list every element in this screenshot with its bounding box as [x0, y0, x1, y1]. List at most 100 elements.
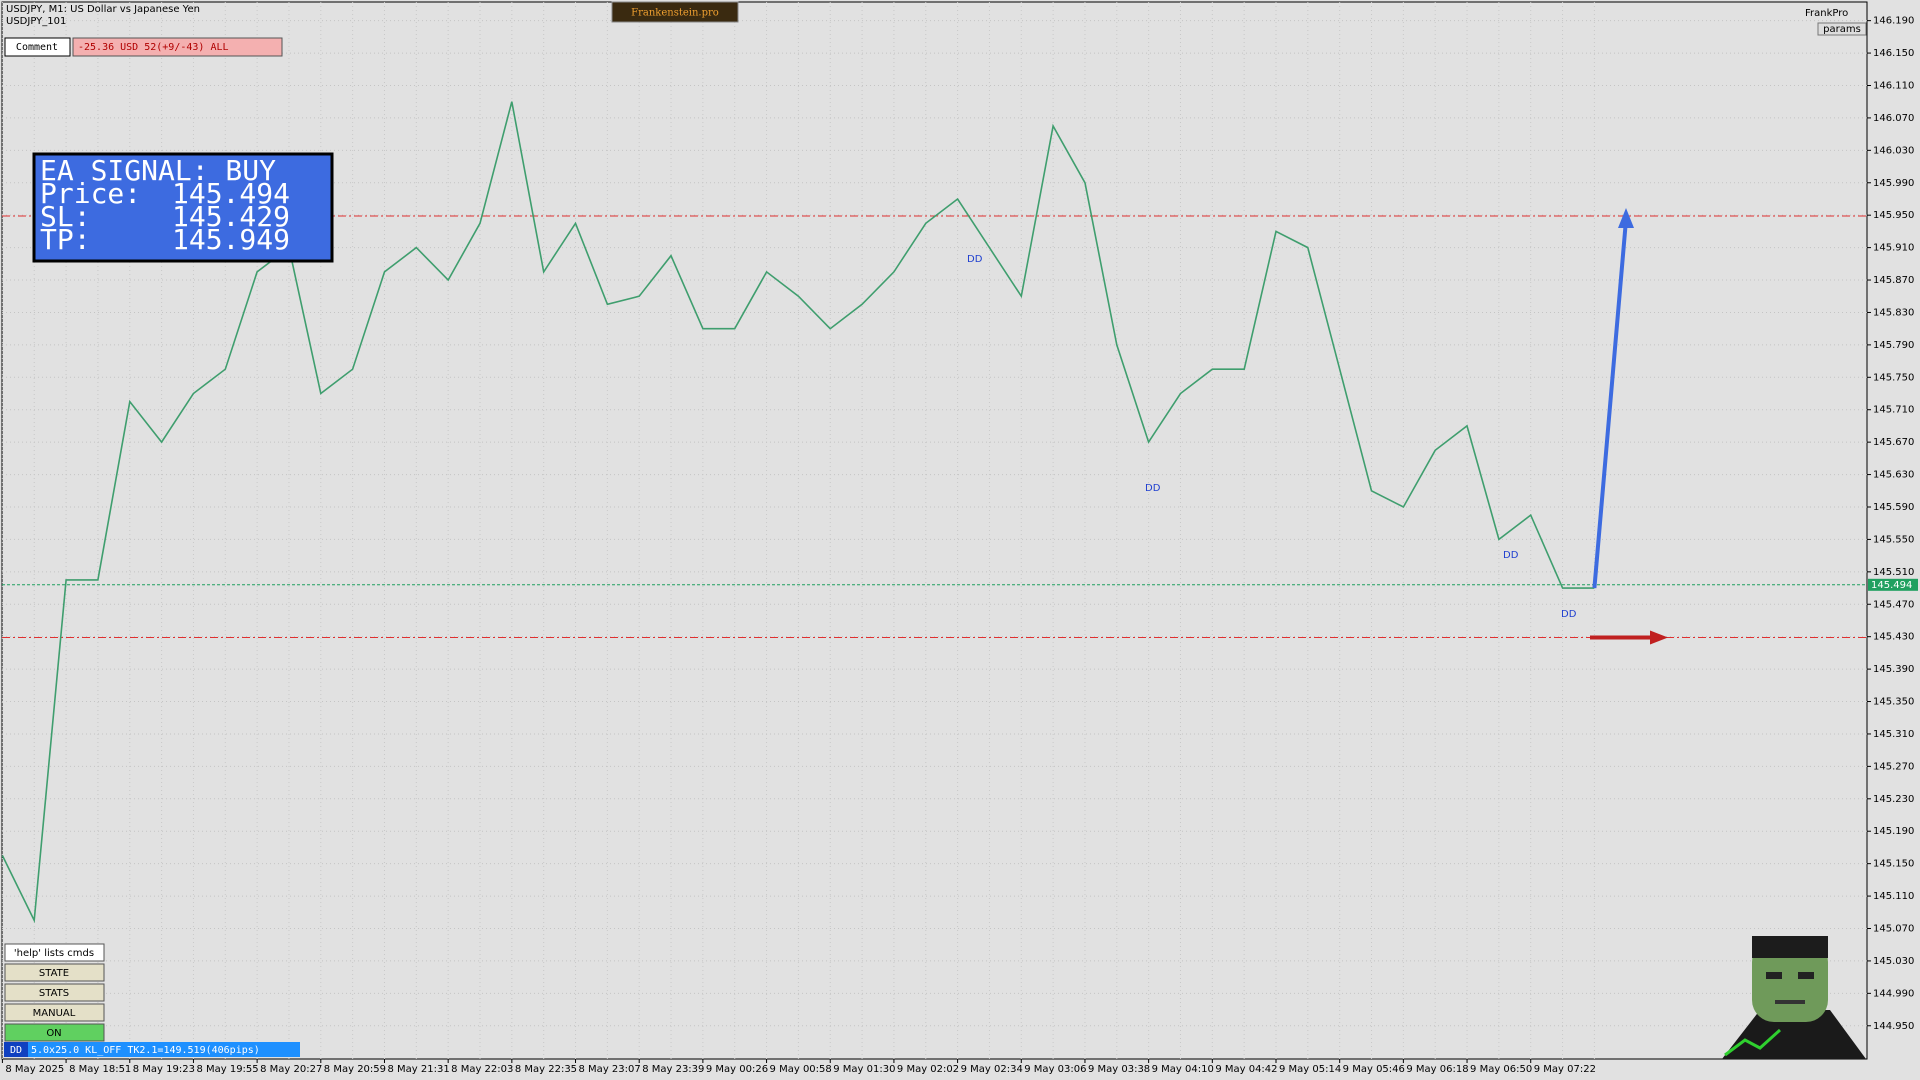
status-box — [28, 1042, 300, 1057]
buy-arrow — [1592, 219, 1628, 589]
y-tick-label: 145.030 — [1873, 956, 1914, 967]
y-tick-label: 146.190 — [1873, 16, 1914, 27]
button-panel: STATE STATS MANUAL ON — [4, 963, 105, 1042]
y-tick-label: 145.590 — [1873, 502, 1914, 513]
price-tag-label: 145.494 — [1871, 580, 1912, 591]
x-tick-label: 8 May 22:35 — [515, 1064, 577, 1075]
y-tick-label: 145.870 — [1873, 275, 1914, 286]
y-tick-label: 145.790 — [1873, 340, 1914, 351]
help: 'help' lists cmds — [14, 948, 94, 959]
comment: -25.36 USD 52(+9/-43) ALL — [78, 42, 229, 53]
x-tick-label: 8 May 23:07 — [579, 1064, 641, 1075]
y-tick-label: 145.110 — [1873, 891, 1914, 902]
dd-annotation: DD — [967, 254, 983, 265]
y-tick-label: 145.510 — [1873, 567, 1914, 578]
chart-title: USDJPY, M1: US Dollar vs Japanese Yen — [6, 4, 200, 15]
y-tick-label: 145.670 — [1873, 437, 1914, 448]
y-tick-label: 146.110 — [1873, 80, 1914, 91]
y-tick-label: 145.430 — [1873, 632, 1914, 643]
y-tick-label: 145.070 — [1873, 923, 1914, 934]
x-tick-label: 9 May 04:42 — [1215, 1064, 1277, 1075]
x-tick-label: 9 May 00:58 — [770, 1064, 832, 1075]
signal-tp-label: TP: — [40, 223, 91, 256]
signal-sl-label: SL: — [40, 200, 91, 233]
price-tag — [1868, 578, 1918, 591]
panel-button-label[interactable]: MANUAL — [33, 1008, 76, 1019]
x-tick-label: 9 May 02:02 — [897, 1064, 959, 1075]
buy-arrow-head — [1618, 207, 1634, 228]
params[interactable]: params — [1823, 24, 1861, 35]
panel-button-label[interactable]: ON — [46, 1028, 61, 1039]
dd-annotation: DD — [1145, 483, 1161, 494]
panel-button[interactable] — [4, 1003, 105, 1022]
y-tick-label: 145.710 — [1873, 405, 1914, 416]
x-tick-label: 8 May 21:31 — [387, 1064, 449, 1075]
user: FrankPro — [1805, 8, 1848, 19]
comment-label-box — [4, 37, 71, 57]
y-tick-label: 145.990 — [1873, 178, 1914, 189]
y-tick-label: 146.070 — [1873, 113, 1914, 124]
y-tick-label: 145.630 — [1873, 470, 1914, 481]
y-tick-label: 146.150 — [1873, 48, 1914, 59]
signal-box — [32, 152, 334, 263]
panel-button-label[interactable]: STATS — [39, 988, 69, 999]
x-tick-label: 9 May 07:22 — [1534, 1064, 1596, 1075]
x-tick-label: 9 May 01:30 — [833, 1064, 895, 1075]
params-button[interactable] — [1817, 22, 1867, 36]
x-tick-label: 9 May 05:46 — [1343, 1064, 1405, 1075]
panel-button[interactable] — [4, 963, 105, 982]
y-tick-label: 145.350 — [1873, 697, 1914, 708]
y-tick-label: 144.950 — [1873, 1021, 1914, 1032]
panel-button-label[interactable]: STATE — [39, 968, 69, 979]
sl-arrow-head — [1650, 630, 1668, 645]
status-tag-box — [4, 1042, 28, 1057]
help-box — [4, 943, 105, 962]
x-tick-label: 8 May 2025 — [5, 1064, 64, 1075]
y-tick-label: 146.030 — [1873, 145, 1914, 156]
signal-sl: 145.429 — [172, 200, 290, 233]
x-tick-label: 9 May 02:34 — [961, 1064, 1023, 1075]
signal-title: EA SIGNAL: BUY — [40, 154, 276, 187]
price-line-series — [1, 101, 1595, 924]
y-tick-label: 145.830 — [1873, 307, 1914, 318]
signal-tp: 145.949 — [172, 223, 290, 256]
dd-annotation: DD — [1503, 550, 1519, 561]
x-tick-label: 8 May 18:51 — [69, 1064, 131, 1075]
chart-subtitle: USDJPY_101 — [6, 16, 66, 27]
x-tick-label: 8 May 20:59 — [324, 1064, 386, 1075]
x-tick-label: 8 May 19:55 — [196, 1064, 258, 1075]
x-tick-label: 9 May 06:50 — [1470, 1064, 1532, 1075]
y-tick-label: 145.270 — [1873, 761, 1914, 772]
brand-box — [611, 1, 739, 23]
status-text: 5.0x25.0 KL_OFF TK2.1=149.519(406pips) — [31, 1045, 260, 1056]
panel-button[interactable] — [4, 983, 105, 1002]
signal-price-label: Price: — [40, 177, 141, 210]
brand: Frankenstein.pro — [631, 8, 719, 19]
y-tick-label: 145.150 — [1873, 859, 1914, 870]
x-tick-label: 8 May 20:27 — [260, 1064, 322, 1075]
x-tick-label: 9 May 06:18 — [1406, 1064, 1468, 1075]
x-tick-label: 8 May 19:23 — [133, 1064, 195, 1075]
x-tick-label: 9 May 03:06 — [1024, 1064, 1086, 1075]
x-tick-label: 9 May 05:14 — [1279, 1064, 1341, 1075]
comment-box — [72, 37, 283, 57]
mascot — [1722, 936, 1866, 1059]
x-tick-label: 8 May 23:39 — [642, 1064, 704, 1075]
y-tick-label: 145.750 — [1873, 372, 1914, 383]
x-tick-label: 9 May 03:38 — [1088, 1064, 1150, 1075]
x-tick-label: 9 May 04:10 — [1152, 1064, 1214, 1075]
dd-annotation: DD — [1561, 609, 1577, 620]
panel-button[interactable] — [4, 1023, 105, 1042]
status-tag: DD — [10, 1045, 22, 1056]
y-tick-label: 145.190 — [1873, 826, 1914, 837]
y-tick-label: 145.550 — [1873, 534, 1914, 545]
y-tick-label: 145.230 — [1873, 794, 1914, 805]
y-tick-label: 145.310 — [1873, 729, 1914, 740]
y-tick-label: 145.390 — [1873, 664, 1914, 675]
signal-price: 145.494 — [172, 177, 290, 210]
x-tick-label: 8 May 22:03 — [451, 1064, 513, 1075]
y-tick-label: 144.990 — [1873, 988, 1914, 999]
y-tick-label: 145.950 — [1873, 210, 1914, 221]
